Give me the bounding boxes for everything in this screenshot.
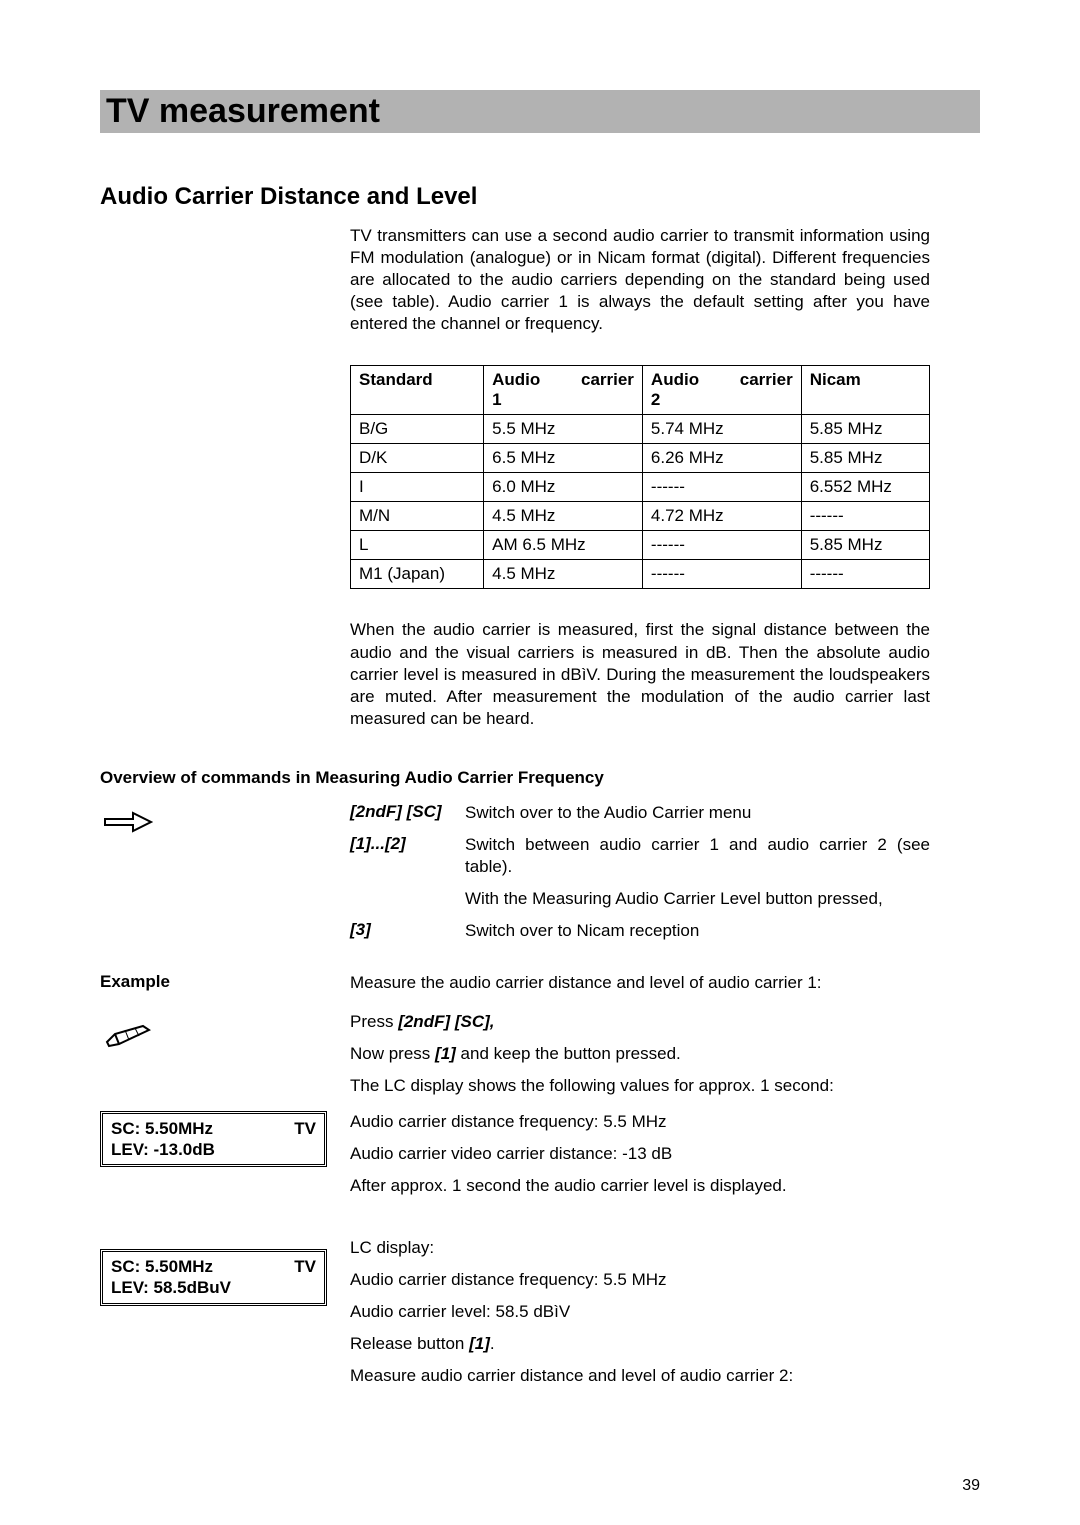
now-press-line: Now press [1] and keep the button presse… xyxy=(350,1043,930,1065)
press-line: Press [2ndF] [SC], xyxy=(350,1011,930,1033)
command-row: [3]Switch over to Nicam reception xyxy=(350,920,930,942)
table-cell: 5.85 MHz xyxy=(801,444,929,473)
table-cell: 4.5 MHz xyxy=(484,560,643,589)
command-desc: Switch between audio carrier 1 and audio… xyxy=(465,834,930,878)
table-row: M/N4.5 MHz4.72 MHz------ xyxy=(351,502,930,531)
page: TV measurement Audio Carrier Distance an… xyxy=(0,0,1080,1525)
table-row: I6.0 MHz------6.552 MHz xyxy=(351,473,930,502)
measure-2-line: Measure audio carrier distance and level… xyxy=(350,1365,930,1387)
command-key: [1]...[2] xyxy=(350,834,465,878)
ac-dist-freq: Audio carrier distance frequency: 5.5 MH… xyxy=(350,1111,930,1133)
lcd2-lev: LEV: 58.5dBuV xyxy=(111,1277,316,1298)
table-cell: ------ xyxy=(642,473,801,502)
ac-level: Audio carrier level: 58.5 dBìV xyxy=(350,1301,930,1323)
table-cell: 6.26 MHz xyxy=(642,444,801,473)
table-cell: ------ xyxy=(801,560,929,589)
lcd2-sc: SC: 5.50MHz xyxy=(111,1256,213,1277)
table-cell: 5.85 MHz xyxy=(801,531,929,560)
table-cell: 6.5 MHz xyxy=(484,444,643,473)
table-header: Standard xyxy=(351,366,484,415)
ac-video-dist: Audio carrier video carrier distance: -1… xyxy=(350,1143,930,1165)
table-row: B/G5.5 MHz5.74 MHz5.85 MHz xyxy=(351,415,930,444)
lcd-display-1: SC: 5.50MHz TV LEV: -13.0dB xyxy=(100,1111,327,1168)
table-header: Nicam xyxy=(801,366,929,415)
command-row: [2ndF] [SC]Switch over to the Audio Carr… xyxy=(350,802,930,824)
lcd2-tv: TV xyxy=(294,1256,316,1277)
table-cell: AM 6.5 MHz xyxy=(484,531,643,560)
overview-heading: Overview of commands in Measuring Audio … xyxy=(100,768,980,788)
lcd-display-2: SC: 5.50MHz TV LEV: 58.5dBuV xyxy=(100,1249,327,1306)
frequency-table: StandardAudio carrier1Audio carrier2Nica… xyxy=(350,365,930,589)
table-cell: 4.5 MHz xyxy=(484,502,643,531)
table-cell: B/G xyxy=(351,415,484,444)
table-row: M1 (Japan)4.5 MHz------------ xyxy=(351,560,930,589)
command-key: [3] xyxy=(350,920,465,942)
table-cell: 5.74 MHz xyxy=(642,415,801,444)
table-header: Audio carrier1 xyxy=(484,366,643,415)
after-table-paragraph: When the audio carrier is measured, firs… xyxy=(350,619,930,729)
command-desc: With the Measuring Audio Carrier Level b… xyxy=(465,888,930,910)
table-row: D/K6.5 MHz6.26 MHz5.85 MHz xyxy=(351,444,930,473)
table-header: Audio carrier2 xyxy=(642,366,801,415)
table-cell: ------ xyxy=(801,502,929,531)
after-1s: After approx. 1 second the audio carrier… xyxy=(350,1175,930,1197)
command-key xyxy=(350,888,465,910)
table-cell: 5.85 MHz xyxy=(801,415,929,444)
table-cell: ------ xyxy=(642,560,801,589)
pencil-icon xyxy=(100,1015,155,1055)
table-row: LAM 6.5 MHz------5.85 MHz xyxy=(351,531,930,560)
table-cell: 5.5 MHz xyxy=(484,415,643,444)
command-key: [2ndF] [SC] xyxy=(350,802,465,824)
command-desc: Switch over to the Audio Carrier menu xyxy=(465,802,930,824)
table-cell: D/K xyxy=(351,444,484,473)
table-cell: 6.0 MHz xyxy=(484,473,643,502)
command-row: With the Measuring Audio Carrier Level b… xyxy=(350,888,930,910)
ac-dist-freq-2: Audio carrier distance frequency: 5.5 MH… xyxy=(350,1269,930,1291)
lcd1-lev: LEV: -13.0dB xyxy=(111,1139,316,1160)
lc-display-label: LC display: xyxy=(350,1237,930,1259)
release-line: Release button [1]. xyxy=(350,1333,930,1355)
page-title: TV measurement xyxy=(106,92,380,130)
table-cell: I xyxy=(351,473,484,502)
table-cell: 4.72 MHz xyxy=(642,502,801,531)
table-cell: M1 (Japan) xyxy=(351,560,484,589)
section-heading: Audio Carrier Distance and Level xyxy=(100,183,980,211)
table-cell: M/N xyxy=(351,502,484,531)
hand-point-icon xyxy=(100,802,155,842)
table-cell: 6.552 MHz xyxy=(801,473,929,502)
example-label: Example xyxy=(100,972,350,992)
lcd1-sc: SC: 5.50MHz xyxy=(111,1118,213,1139)
command-row: [1]...[2]Switch between audio carrier 1 … xyxy=(350,834,930,878)
table-cell: L xyxy=(351,531,484,560)
page-number: 39 xyxy=(962,1477,980,1495)
lc-shows-line: The LC display shows the following value… xyxy=(350,1075,930,1097)
command-desc: Switch over to Nicam reception xyxy=(465,920,930,942)
table-cell: ------ xyxy=(642,531,801,560)
page-title-banner: TV measurement xyxy=(100,90,980,133)
lcd1-tv: TV xyxy=(294,1118,316,1139)
command-list: [2ndF] [SC]Switch over to the Audio Carr… xyxy=(350,802,930,952)
intro-paragraph: TV transmitters can use a second audio c… xyxy=(350,225,930,335)
example-intro: Measure the audio carrier distance and l… xyxy=(350,972,930,994)
